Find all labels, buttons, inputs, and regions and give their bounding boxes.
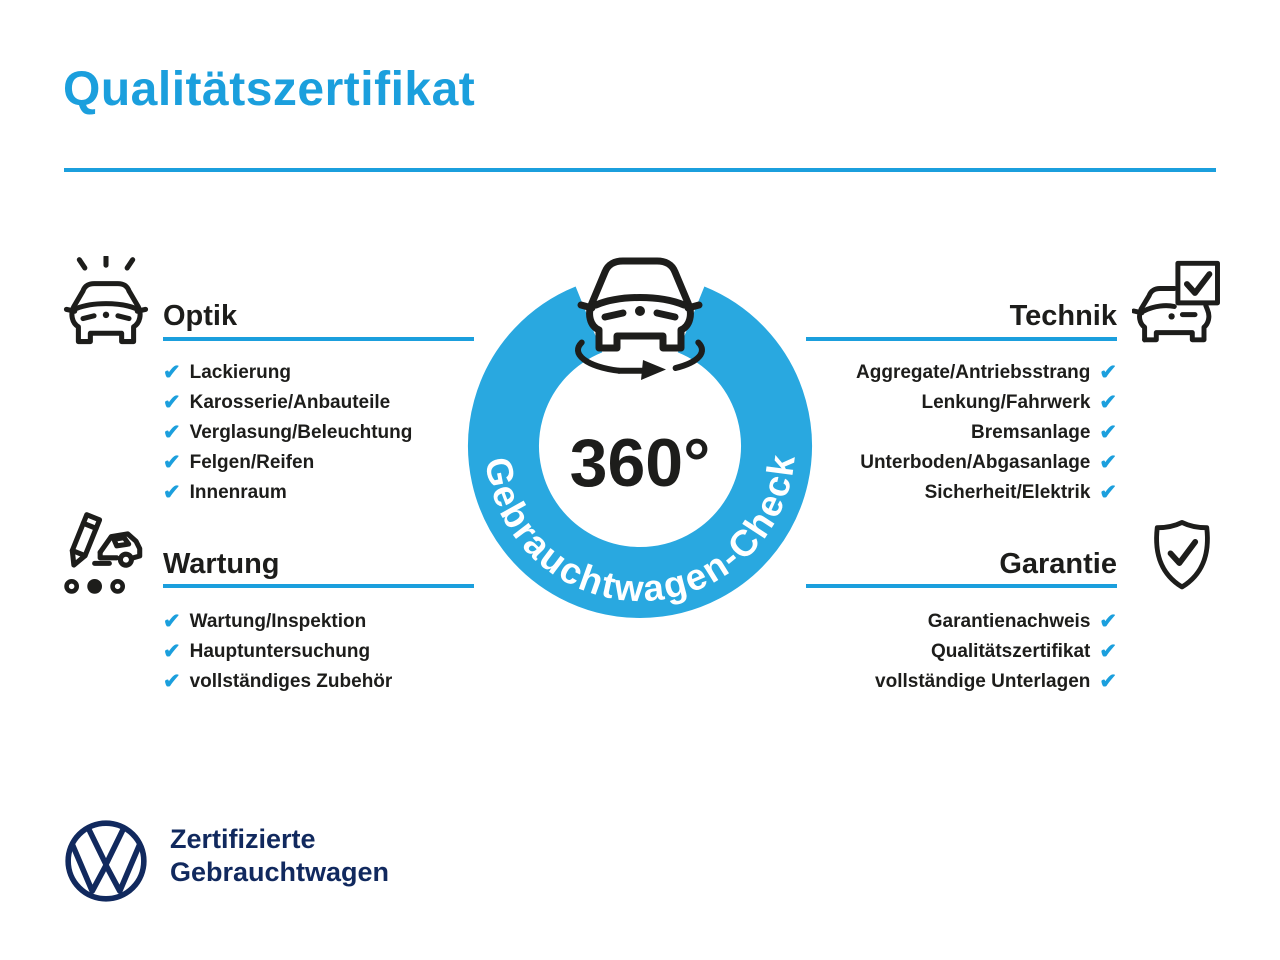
list-item-label: Verglasung/Beleuchtung: [189, 422, 413, 443]
check-icon: ✔: [163, 360, 181, 384]
wartung-checklist: ✔ Wartung/Inspektion ✔ Hauptuntersuchung ✔…: [163, 607, 392, 697]
list-item: Lenkung/Fahrwerk ✔: [697, 388, 1117, 418]
check-icon: ✔: [1099, 450, 1117, 474]
list-item-label: Unterboden/Abgasanlage: [860, 452, 1091, 473]
check-icon: ✔: [163, 480, 181, 504]
list-item: Aggregate/Antriebsstrang ✔: [697, 358, 1117, 388]
list-item: ✔ Wartung/Inspektion: [163, 607, 392, 637]
list-item: ✔ vollständiges Zubehör: [163, 667, 392, 697]
section-divider-garantie: [806, 584, 1117, 588]
list-item-label: vollständige Unterlagen: [875, 671, 1091, 692]
list-item-label: Hauptuntersuchung: [189, 641, 371, 662]
section-divider-wartung: [163, 584, 474, 588]
vw-logo: [65, 820, 147, 902]
check-icon: ✔: [1099, 609, 1117, 633]
section-divider-optik: [163, 337, 474, 341]
check-icon: ✔: [1099, 639, 1117, 663]
list-item-label: Sicherheit/Elektrik: [924, 482, 1091, 503]
check-icon: ✔: [163, 609, 181, 633]
optik-checklist: ✔ Lackierung ✔ Karosserie/Anbauteile ✔ Verg…: [163, 358, 412, 508]
technik-checklist: Aggregate/Antriebsstrang ✔ Lenkung/Fahrwe…: [697, 358, 1117, 508]
list-item: ✔ Verglasung/Beleuchtung: [163, 418, 412, 448]
list-item-label: Felgen/Reifen: [189, 452, 315, 473]
list-item: ✔ Innenraum: [163, 478, 412, 508]
check-icon: ✔: [1099, 420, 1117, 444]
list-item: Garantienachweis ✔: [697, 607, 1117, 637]
check-icon: ✔: [1099, 480, 1117, 504]
check-icon: ✔: [163, 669, 181, 693]
section-divider-technik: [806, 337, 1117, 341]
shield-check-icon: [1154, 519, 1210, 590]
check-icon: ✔: [163, 639, 181, 663]
list-item-label: Lackierung: [189, 362, 291, 383]
car-checkbox-icon: [1132, 260, 1220, 343]
list-item: ✔ Hauptuntersuchung: [163, 637, 392, 667]
badge-degrees-label: 360°: [570, 425, 711, 501]
360-degree-badge: Gebrauchtwagen-Check 360°: [468, 257, 812, 618]
list-item: Unterboden/Abgasanlage ✔: [697, 448, 1117, 478]
pencil-car-icon: [64, 512, 143, 594]
section-heading-garantie: Garantie: [999, 548, 1117, 580]
check-icon: ✔: [163, 390, 181, 414]
section-heading-optik: Optik: [163, 300, 238, 332]
check-icon: ✔: [1099, 669, 1117, 693]
list-item: vollständige Unterlagen ✔: [697, 667, 1117, 697]
list-item: ✔ Felgen/Reifen: [163, 448, 412, 478]
garantie-checklist: Garantienachweis ✔ Qualitätszertifikat ✔ v…: [697, 607, 1117, 697]
list-item: ✔ Lackierung: [163, 358, 412, 388]
list-item-label: Karosserie/Anbauteile: [189, 392, 391, 413]
section-heading-technik: Technik: [1009, 300, 1117, 332]
page-title: Qualitätszertifikat: [63, 63, 476, 116]
brand-line-1: Zertifizierte: [170, 824, 316, 854]
section-heading-wartung: Wartung: [163, 548, 280, 580]
list-item-label: Bremsanlage: [971, 422, 1091, 443]
list-item-label: Lenkung/Fahrwerk: [921, 392, 1091, 413]
brand-wordmark: Zertifizierte Gebrauchtwagen: [170, 823, 389, 889]
title-divider: [64, 168, 1216, 172]
check-icon: ✔: [1099, 360, 1117, 384]
list-item-label: vollständiges Zubehör: [189, 671, 393, 692]
list-item-label: Innenraum: [189, 482, 287, 503]
check-icon: ✔: [163, 420, 181, 444]
car-rotation-icon: [575, 257, 705, 380]
check-icon: ✔: [163, 450, 181, 474]
check-icon: ✔: [1099, 390, 1117, 414]
badge-ring: [468, 286, 812, 618]
list-item: Bremsanlage ✔: [697, 418, 1117, 448]
list-item: Qualitätszertifikat ✔: [697, 637, 1117, 667]
car-shine-icon: [63, 256, 149, 345]
brand-line-2: Gebrauchtwagen: [170, 857, 390, 887]
list-item-label: Garantienachweis: [927, 611, 1091, 632]
list-item: ✔ Karosserie/Anbauteile: [163, 388, 412, 418]
list-item-label: Qualitätszertifikat: [930, 641, 1091, 662]
list-item-label: Aggregate/Antriebsstrang: [856, 362, 1091, 383]
list-item-label: Wartung/Inspektion: [189, 611, 367, 632]
list-item: Sicherheit/Elektrik ✔: [697, 478, 1117, 508]
